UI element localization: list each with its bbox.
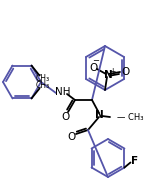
Text: −: − [93, 57, 100, 66]
Text: O: O [121, 67, 129, 77]
Text: +: + [109, 66, 115, 75]
Text: O: O [61, 112, 69, 122]
Text: O: O [89, 63, 97, 73]
Text: CH₃: CH₃ [35, 74, 50, 83]
Text: F: F [131, 156, 138, 166]
Text: CH₃: CH₃ [35, 81, 50, 90]
Text: O: O [68, 132, 76, 142]
Text: NH: NH [55, 87, 71, 97]
Text: N: N [104, 70, 112, 80]
Text: N: N [95, 110, 103, 120]
Text: — CH₃: — CH₃ [117, 112, 144, 122]
